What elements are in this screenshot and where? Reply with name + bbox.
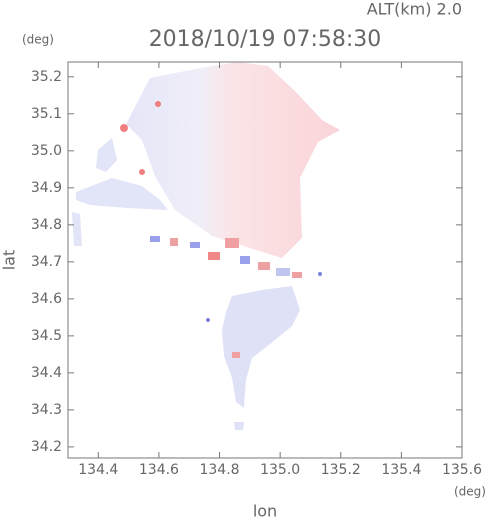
y-tick-label: 34.9 [31,180,62,196]
y-tick-label: 34.5 [31,328,62,344]
x-tick-label: 134.4 [78,462,118,478]
speckle [208,252,220,260]
y-tick-label: 34.6 [31,291,62,307]
speckle [240,256,250,264]
y-tick-label: 35.2 [31,69,62,85]
speckle [170,238,178,246]
altitude-label: ALT(km) 2.0 [367,0,462,19]
speckle [155,101,161,107]
speckle [318,272,322,276]
speckle [150,236,160,242]
x-unit: (deg) [454,485,486,499]
y-tick-label: 34.8 [31,217,62,233]
x-tick-label: 135.6 [442,462,482,478]
radar-field [72,62,340,430]
speckles [120,101,322,358]
y-tick-label: 34.7 [31,254,62,270]
speckle [225,238,239,248]
y-unit: (deg) [22,33,54,47]
south-islet [234,422,244,430]
y-axis-label: lat [0,250,19,271]
speckle [258,262,270,270]
south-area [222,286,300,408]
speckle [292,272,302,278]
x-tick-label: 134.8 [199,462,239,478]
west-strip [72,212,82,246]
y-tick-label: 35.1 [31,106,62,122]
y-tick-label: 35.0 [31,143,62,159]
speckle [206,318,210,322]
y-tick-label: 34.3 [31,402,62,418]
x-tick-label: 135.2 [321,462,361,478]
x-tick-label: 135.4 [381,462,421,478]
speckle [120,124,128,132]
west-islet [96,138,117,172]
speckle [190,242,200,248]
x-tick-label: 135.0 [260,462,300,478]
x-axis-label: lon [253,502,277,521]
speckle [139,169,145,175]
y-tick-label: 34.2 [31,439,62,455]
x-tick-label: 134.6 [139,462,179,478]
chart-title: 2018/10/19 07:58:30 [149,27,382,52]
speckle [276,268,290,276]
north-area [126,62,340,258]
plot-frame [67,61,463,459]
west-area [76,178,168,210]
speckle [232,352,240,358]
y-tick-label: 34.4 [31,365,62,381]
